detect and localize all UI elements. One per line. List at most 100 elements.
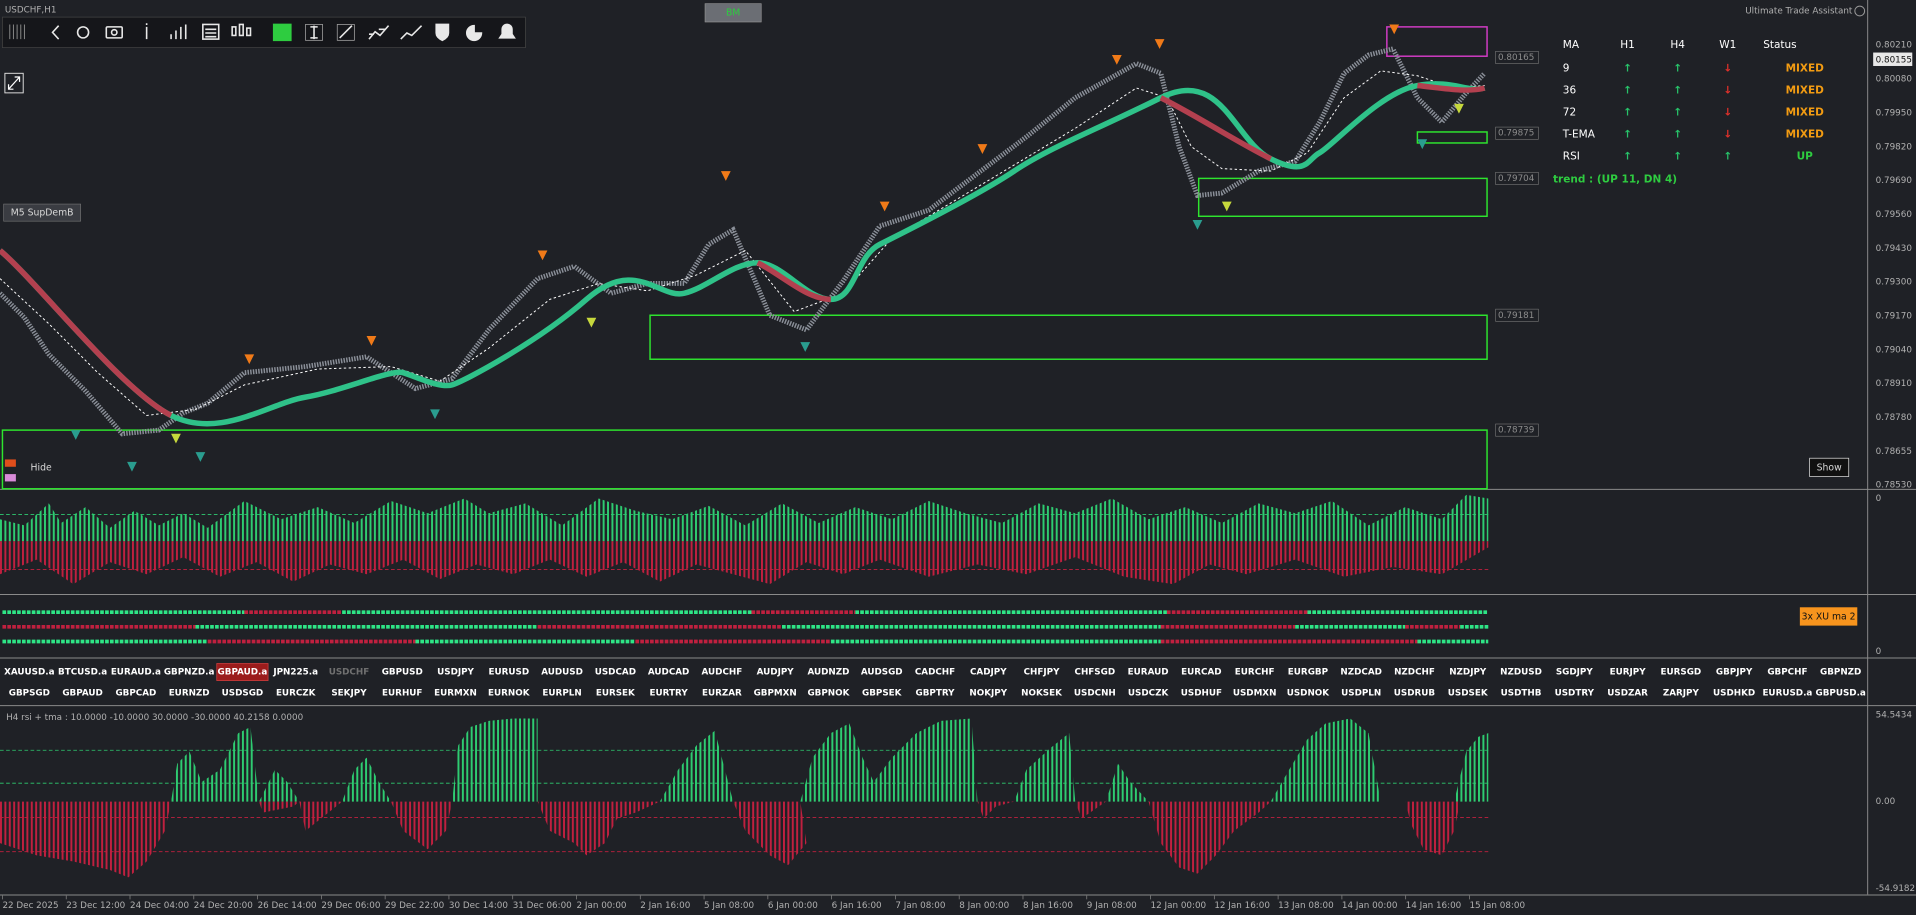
- symbol-button[interactable]: USDTRY: [1555, 688, 1595, 698]
- symbol-button[interactable]: USDNOK: [1287, 688, 1331, 698]
- symbol-button[interactable]: USDHUF: [1181, 688, 1222, 698]
- symbol-button[interactable]: EURJPY: [1610, 668, 1647, 678]
- symbol-button[interactable]: GBPNZD.a: [164, 668, 215, 678]
- time-label: 31 Dec 06:00: [513, 901, 572, 911]
- table-header: H1: [1620, 39, 1635, 51]
- zone-label: 0.79181: [1498, 311, 1534, 321]
- symbol-button[interactable]: GBPMXN: [754, 688, 797, 698]
- price-label: 0.79690: [1876, 176, 1912, 186]
- path: [1159, 95, 1273, 162]
- symbol-button[interactable]: EURUSD.a: [1762, 688, 1812, 698]
- trend-arrow: ↑: [1673, 128, 1682, 140]
- hide-button[interactable]: Hide: [31, 462, 52, 473]
- path: [170, 24, 187, 40]
- symbol-button[interactable]: JPN225.a: [272, 668, 318, 678]
- symbol-button[interactable]: EURCZK: [276, 688, 317, 698]
- time-label: 15 Jan 08:00: [1469, 901, 1525, 911]
- bm-button[interactable]: [704, 3, 762, 23]
- symbol-button[interactable]: EURCAD: [1181, 668, 1221, 678]
- symbol-button[interactable]: EURCHF: [1235, 668, 1275, 678]
- symbol-button[interactable]: GBPJPY: [1716, 668, 1753, 678]
- symbol-button[interactable]: USDHKD: [1713, 688, 1755, 698]
- symbol-button[interactable]: AUDNZD: [807, 668, 849, 678]
- symbol-button[interactable]: EURGBP: [1288, 668, 1329, 678]
- symbol-button[interactable]: USDCZK: [1128, 688, 1170, 698]
- symbol-button[interactable]: EURMXN: [434, 688, 477, 698]
- symbol-button[interactable]: AUDUSD: [541, 668, 583, 678]
- symbol-button[interactable]: GBPUSD: [382, 668, 423, 678]
- symbol-button[interactable]: USDCNH: [1074, 688, 1116, 698]
- symbol-button[interactable]: GBPAUD: [62, 688, 102, 698]
- symbol-button[interactable]: GBPAUD.a: [218, 668, 268, 678]
- symbol-button[interactable]: USDSEK: [1448, 688, 1489, 698]
- path: [1417, 82, 1486, 93]
- symbol-button[interactable]: NOKSEK: [1021, 688, 1063, 698]
- sd-button[interactable]: [3, 203, 81, 222]
- rect: [649, 314, 1488, 360]
- symbol-button[interactable]: BTCUSD.a: [58, 668, 107, 678]
- symbol-button[interactable]: EURNZD: [169, 688, 210, 698]
- symbol-button[interactable]: AUDJPY: [757, 668, 795, 678]
- symbol-button[interactable]: EURSGD: [1660, 668, 1701, 678]
- symbol-button[interactable]: NZDCAD: [1340, 668, 1382, 678]
- symbol-button[interactable]: EURZAR: [702, 688, 742, 698]
- table-row-label: 72: [1563, 106, 1576, 118]
- time-label: 6 Jan 00:00: [768, 901, 818, 911]
- show-label[interactable]: Show: [1817, 462, 1842, 473]
- symbol-button[interactable]: EURAUD.a: [111, 668, 161, 678]
- symbol-button[interactable]: USDTHB: [1501, 688, 1542, 698]
- symbol-button[interactable]: USDZAR: [1607, 688, 1648, 698]
- symbol-button[interactable]: ZARJPY: [1663, 688, 1700, 698]
- symbol-button[interactable]: EURTRY: [650, 688, 689, 698]
- symbol-button[interactable]: SGDJPY: [1556, 668, 1594, 678]
- symbol-button[interactable]: CHFSGD: [1075, 668, 1116, 678]
- symbol-button[interactable]: NOKJPY: [969, 688, 1007, 698]
- bm-label[interactable]: BM: [726, 7, 740, 18]
- symbol-button[interactable]: USDJPY: [437, 668, 474, 678]
- rect: [1197, 177, 1488, 218]
- sd-button-label[interactable]: M5 SupDemB: [11, 208, 74, 219]
- symbol-button[interactable]: USDCHF: [329, 668, 370, 678]
- symbol-button[interactable]: CADJPY: [970, 668, 1007, 678]
- symbol-button[interactable]: EURNOK: [488, 688, 531, 698]
- time-label: 14 Jan 00:00: [1342, 901, 1398, 911]
- symbol-button[interactable]: EURAUD: [1128, 668, 1169, 678]
- symbol-button[interactable]: AUDCHF: [702, 668, 743, 678]
- symbol-button[interactable]: AUDSGD: [861, 668, 903, 678]
- rect: [336, 24, 355, 41]
- assistant-icon[interactable]: [1854, 5, 1866, 17]
- zone-label-box: [1495, 308, 1539, 322]
- symbol-button[interactable]: GBPCHF: [1767, 668, 1807, 678]
- symbol-button[interactable]: USDSGD: [222, 688, 264, 698]
- symbol-button[interactable]: EURHUF: [382, 688, 422, 698]
- trend-summary: trend : (UP 11, DN 4): [1553, 174, 1677, 186]
- symbol-button[interactable]: GBPCAD: [115, 688, 156, 698]
- symbol-button[interactable]: GBPTRY: [916, 688, 956, 698]
- path: [310, 25, 318, 40]
- symbol-button[interactable]: USDCAD: [595, 668, 636, 678]
- symbol-button[interactable]: USDPLN: [1341, 688, 1381, 698]
- symbol-button[interactable]: XAUUSD.a: [4, 668, 55, 678]
- symbol-button[interactable]: GBPNOK: [807, 688, 850, 698]
- show-button[interactable]: [1809, 457, 1850, 477]
- polygon: [0, 541, 1489, 585]
- symbol-button[interactable]: CADCHF: [915, 668, 955, 678]
- symbol-button[interactable]: NZDJPY: [1449, 668, 1487, 678]
- symbol-button[interactable]: EURSEK: [596, 688, 636, 698]
- symbol-button[interactable]: EURUSD: [488, 668, 529, 678]
- symbol-button[interactable]: GBPNZD: [1820, 668, 1861, 678]
- symbol-button[interactable]: SEKJPY: [331, 688, 367, 698]
- symbol-button[interactable]: GBPSGD: [9, 688, 50, 698]
- symbol-button[interactable]: CHFJPY: [1024, 668, 1060, 678]
- symbol-button[interactable]: NZDUSD: [1500, 668, 1542, 678]
- symbol-button[interactable]: USDRUB: [1394, 688, 1436, 698]
- symbol-button[interactable]: AUDCAD: [648, 668, 689, 678]
- symbol-button[interactable]: EURPLN: [542, 688, 581, 698]
- toolbar-icons[interactable]: [9, 23, 516, 42]
- symbol-button[interactable]: GBPUSD.a: [1815, 688, 1865, 698]
- symbol-button[interactable]: NZDCHF: [1394, 668, 1435, 678]
- symbol-button[interactable]: USDMXN: [1233, 688, 1277, 698]
- expand-button[interactable]: [4, 72, 24, 94]
- symbol-button[interactable]: GBPSEK: [862, 688, 903, 698]
